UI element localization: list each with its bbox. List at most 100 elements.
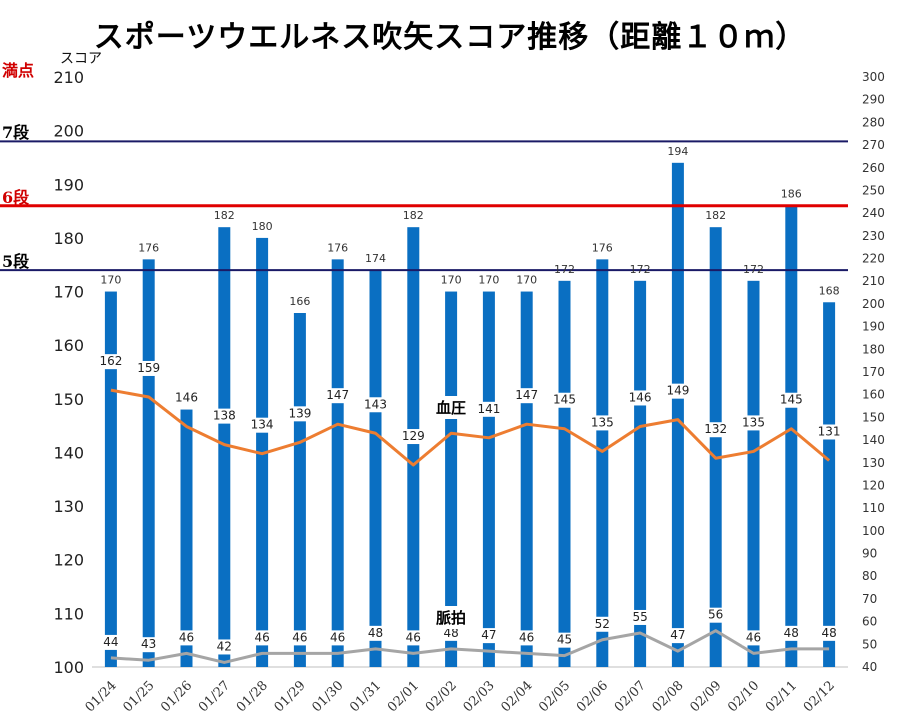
score-bar <box>445 291 458 667</box>
x-axis-tick-label: 01/24 <box>83 678 120 715</box>
score-data-label: 182 <box>214 209 235 222</box>
score-bar <box>369 270 382 667</box>
blood-pressure-data-label-bg <box>473 401 504 417</box>
score-data-label: 170 <box>441 274 462 287</box>
x-axis-tick-label: 02/08 <box>650 678 687 715</box>
score-data-label: 170 <box>478 274 499 287</box>
score-data-label: 172 <box>554 263 575 276</box>
pulse-data-label-bg <box>213 639 236 655</box>
x-axis-tick-label: 02/03 <box>461 678 498 715</box>
score-bar <box>180 409 193 667</box>
score-data-label: 176 <box>138 241 159 254</box>
right-axis-tick-label: 160 <box>862 388 885 402</box>
blood-pressure-data-label-bg <box>776 392 807 408</box>
blood-pressure-data-label: 129 <box>402 429 425 443</box>
pulse-data-label-bg <box>629 609 652 625</box>
score-bar <box>634 280 647 667</box>
blood-pressure-data-label: 149 <box>666 384 689 398</box>
score-data-label: 168 <box>819 284 840 297</box>
score-data-label: 194 <box>667 145 688 158</box>
x-axis-tick-label: 02/12 <box>801 678 838 715</box>
blood-pressure-data-label-bg <box>700 422 731 438</box>
blood-pressure-data-label-bg <box>662 383 693 399</box>
right-axis-tick-label: 40 <box>862 660 877 674</box>
pulse-data-label: 44 <box>103 635 118 649</box>
score-bar <box>218 227 231 667</box>
pulse-data-label-bg <box>818 625 841 641</box>
pulse-data-label-bg <box>288 630 311 646</box>
x-axis-tick-label: 01/25 <box>120 678 157 715</box>
blood-pressure-data-label: 146 <box>629 390 652 404</box>
blood-pressure-data-label-bg <box>511 388 542 404</box>
blood-pressure-data-label-bg <box>360 397 391 413</box>
bars-layer <box>104 162 836 667</box>
x-axis-tick-label: 02/06 <box>574 678 611 715</box>
score-data-label: 174 <box>365 252 386 265</box>
pulse-data-label: 52 <box>595 617 610 631</box>
right-axis-tick-label: 190 <box>862 320 885 334</box>
right-axis-tick-label: 180 <box>862 342 885 356</box>
pulse-data-label-bg <box>402 630 425 646</box>
blood-pressure-data-label-bg <box>247 417 278 433</box>
blood-pressure-data-label: 135 <box>742 415 765 429</box>
right-axis-tick-label: 60 <box>862 615 877 629</box>
right-axis-tick-label: 120 <box>862 478 885 492</box>
left-axis-tick-label: 130 <box>53 497 84 516</box>
blood-pressure-data-label: 138 <box>213 409 236 423</box>
score-bar <box>293 313 306 667</box>
pulse-data-label: 46 <box>292 630 307 644</box>
pulse-data-label: 48 <box>368 626 383 640</box>
score-bar <box>747 280 760 667</box>
pulse-data-label: 46 <box>519 630 534 644</box>
pulse-data-label-bg <box>137 637 160 653</box>
right-axis-tick-label: 280 <box>862 115 885 129</box>
pulse-data-label-bg <box>477 628 500 644</box>
right-axis-tick-label: 50 <box>862 637 877 651</box>
blood-pressure-data-label-bg <box>549 392 580 408</box>
pulse-data-label-bg <box>515 630 538 646</box>
pulse-data-label: 46 <box>254 630 269 644</box>
x-axis-tick-label: 01/29 <box>272 678 309 715</box>
blood-pressure-data-label: 147 <box>515 388 538 402</box>
left-axis-tick-label: 110 <box>53 604 84 623</box>
rank-label: 7段 <box>2 123 30 143</box>
x-axis-tick-label: 01/27 <box>196 678 233 715</box>
blood-pressure-data-label: 162 <box>99 354 122 368</box>
pulse-data-label-bg <box>666 628 689 644</box>
score-bar <box>482 291 495 667</box>
score-data-label: 172 <box>630 263 651 276</box>
score-bar <box>520 291 533 667</box>
blood-pressure-data-label-bg <box>284 406 315 422</box>
score-data-label: 166 <box>289 295 310 308</box>
pulse-data-label-bg <box>326 630 349 646</box>
right-axis-tick-label: 230 <box>862 229 885 243</box>
score-bar <box>823 302 836 667</box>
left-axis-tick-label: 210 <box>53 68 84 87</box>
pulse-data-label-bg <box>742 630 765 646</box>
score-bar <box>785 205 798 667</box>
score-data-label: 170 <box>100 274 121 287</box>
pulse-data-label: 46 <box>330 630 345 644</box>
pulse-series-label: 脈拍 <box>432 606 471 629</box>
right-axis-tick-label: 170 <box>862 365 885 379</box>
right-axis-tick-label: 250 <box>862 183 885 197</box>
blood-pressure-data-label: 145 <box>553 393 576 407</box>
blood-pressure-data-label: 143 <box>364 397 387 411</box>
x-axis-tick-label: 02/10 <box>725 678 762 715</box>
left-axis-title: スコア <box>60 51 102 67</box>
blood-pressure-data-label: 159 <box>137 361 160 375</box>
rank-label: 5段 <box>2 252 30 272</box>
right-axis-tick-label: 130 <box>862 456 885 470</box>
pulse-data-label-bg <box>364 625 387 641</box>
score-data-label: 182 <box>403 209 424 222</box>
left-axis-tick-label: 100 <box>53 658 84 677</box>
pulse-data-label-bg <box>440 625 463 641</box>
rank-lines-layer <box>0 140 848 272</box>
pulse-data-label: 43 <box>141 637 156 651</box>
left-axis-tick-label: 160 <box>53 336 84 355</box>
x-axis-tick-label: 02/09 <box>687 678 724 715</box>
right-axis-tick-label: 300 <box>862 70 885 84</box>
chart-title: スポーツウエルネス吹矢スコア推移（距離１０ｍ） <box>93 20 807 55</box>
right-axis-tick-label: 200 <box>862 297 885 311</box>
x-axis-tick-label: 02/02 <box>423 678 460 715</box>
